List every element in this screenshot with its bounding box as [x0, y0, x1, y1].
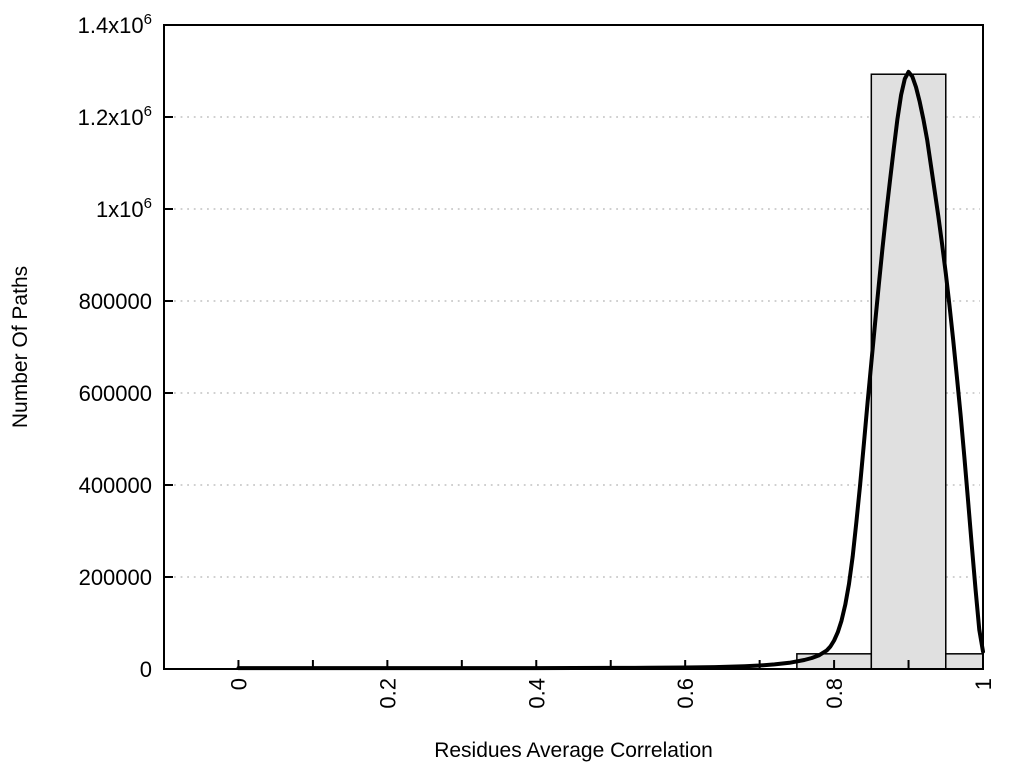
y-tick-label: 400000	[79, 473, 152, 498]
plot-border	[163, 24, 984, 670]
histogram-bar	[945, 653, 984, 670]
y-tick-labels: 0 200000 400000 600000 800000 1x106 1.2x106 1.4…	[78, 11, 152, 682]
distribution-curve	[236, 69, 985, 671]
x-tick-label: 0.4	[524, 678, 549, 709]
y-tick-label: 200000	[79, 565, 152, 590]
curve-line	[236, 69, 985, 671]
y-tick-label: 1x106	[96, 195, 152, 222]
y-tick-label: 0	[140, 657, 152, 682]
gridlines	[174, 116, 980, 578]
y-tick-label: 1.2x106	[78, 103, 152, 130]
x-tick-label: 1	[971, 678, 996, 690]
x-tick-label: 0.2	[375, 678, 400, 709]
y-tick-label: 1.4x106	[78, 11, 152, 38]
x-tick-labels: 0 0.2 0.4 0.6 0.8 1	[226, 678, 996, 709]
x-tick-label: 0.6	[673, 678, 698, 709]
x-tick-label: 0	[226, 678, 251, 690]
y-tick-label: 800000	[79, 289, 152, 314]
x-axis-title: Residues Average Correlation	[434, 739, 713, 762]
y-axis-title: Number Of Paths	[9, 266, 32, 428]
histogram-bar	[870, 73, 947, 670]
y-tick-label: 600000	[79, 381, 152, 406]
plot-frame	[163, 24, 984, 670]
tick-marks	[164, 24, 984, 670]
x-tick-label: 0.8	[822, 678, 847, 709]
